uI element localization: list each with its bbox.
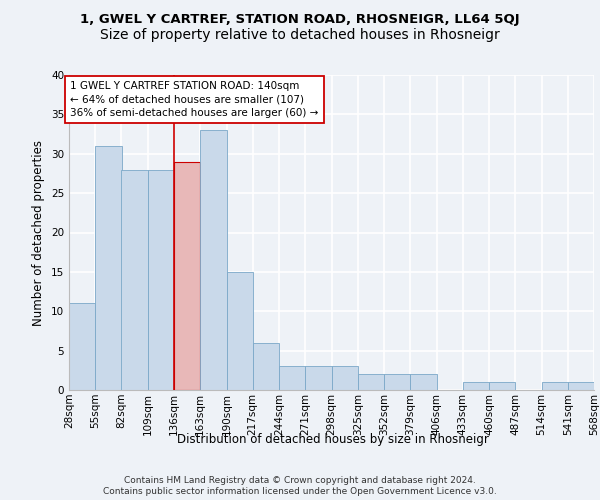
Bar xyxy=(253,343,279,390)
Text: Size of property relative to detached houses in Rhosneigr: Size of property relative to detached ho… xyxy=(100,28,500,42)
Text: Contains public sector information licensed under the Open Government Licence v3: Contains public sector information licen… xyxy=(103,487,497,496)
Text: 1 GWEL Y CARTREF STATION ROAD: 140sqm
← 64% of detached houses are smaller (107): 1 GWEL Y CARTREF STATION ROAD: 140sqm ← … xyxy=(70,82,319,118)
Bar xyxy=(463,382,489,390)
Text: 1, GWEL Y CARTREF, STATION ROAD, RHOSNEIGR, LL64 5QJ: 1, GWEL Y CARTREF, STATION ROAD, RHOSNEI… xyxy=(80,12,520,26)
Text: Contains HM Land Registry data © Crown copyright and database right 2024.: Contains HM Land Registry data © Crown c… xyxy=(124,476,476,485)
Bar xyxy=(489,382,515,390)
Bar xyxy=(227,272,253,390)
Bar xyxy=(148,170,174,390)
Bar xyxy=(174,162,200,390)
Text: Distribution of detached houses by size in Rhosneigr: Distribution of detached houses by size … xyxy=(177,432,489,446)
Bar xyxy=(358,374,384,390)
Bar xyxy=(200,130,227,390)
Bar xyxy=(279,366,305,390)
Bar xyxy=(568,382,594,390)
Bar xyxy=(69,304,95,390)
Bar xyxy=(542,382,568,390)
Y-axis label: Number of detached properties: Number of detached properties xyxy=(32,140,46,326)
Bar xyxy=(121,170,148,390)
Bar xyxy=(305,366,331,390)
Bar xyxy=(95,146,121,390)
Bar xyxy=(410,374,437,390)
Bar xyxy=(331,366,358,390)
Bar xyxy=(384,374,410,390)
